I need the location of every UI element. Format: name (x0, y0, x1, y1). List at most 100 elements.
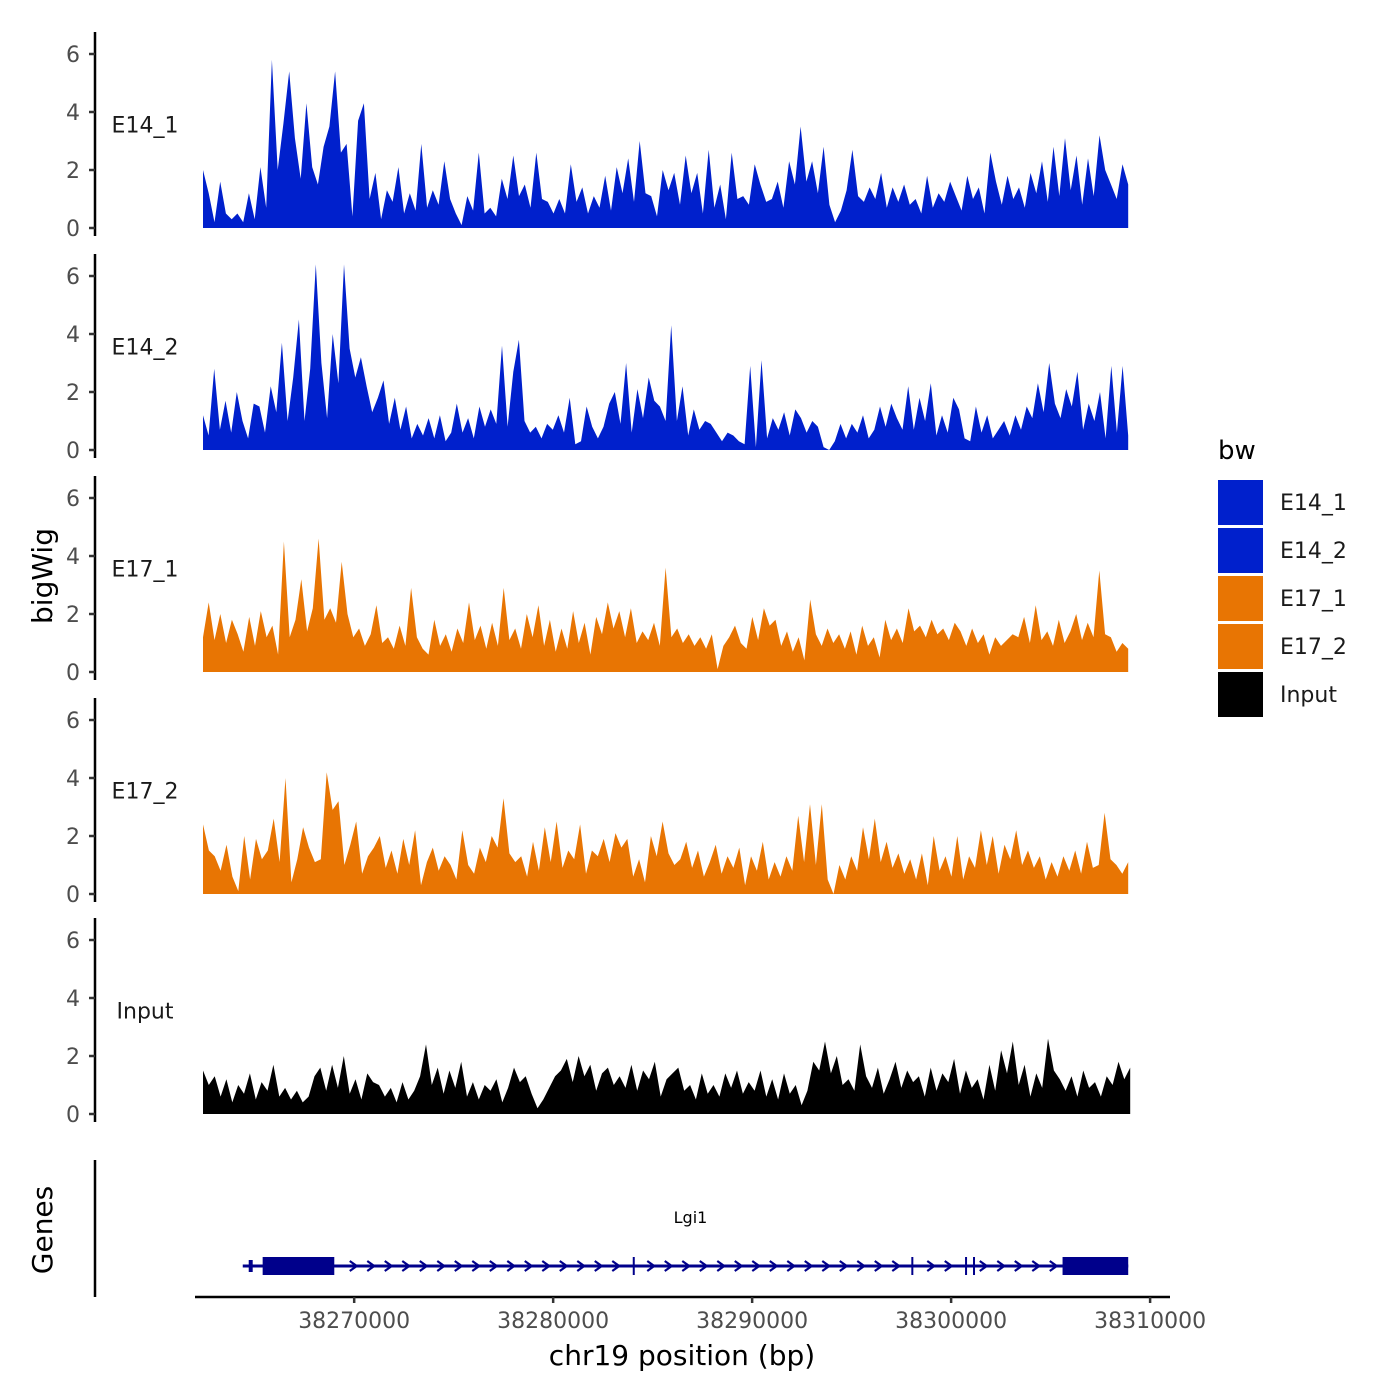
track-input: 0 2 4 6 Input (66, 918, 1131, 1128)
strand-arrow (699, 1260, 709, 1272)
strand-arrow (436, 1260, 447, 1272)
strand-arrow (821, 1260, 832, 1272)
strand-arrow (681, 1260, 692, 1272)
legend-label-e17-1: E17_1 (1280, 587, 1347, 612)
strand-arrow (489, 1260, 499, 1272)
strand-arrow (751, 1260, 762, 1272)
legend-swatch-e17-1 (1218, 576, 1263, 621)
track-e17-1: 0 2 4 6 E17_1 (66, 476, 1129, 686)
y-tick-label-e14-2-4: 4 (66, 323, 80, 348)
exon-6 (973, 1257, 976, 1275)
legend-label-e14-1: E14_1 (1280, 491, 1347, 516)
legend-swatch-e14-1 (1218, 480, 1263, 525)
strand-arrow (594, 1260, 604, 1272)
strand-arrow (419, 1260, 429, 1272)
x-axis: 38270000 38280000 38290000 38300000 38310000 (195, 1295, 1206, 1334)
gene-name-label: Lgi1 (674, 1208, 708, 1227)
strand-arrow (716, 1260, 727, 1272)
track-area-e14-1 (203, 59, 1129, 228)
legend-title: bw (1218, 436, 1256, 466)
strand-arrow (926, 1260, 937, 1272)
legend-swatch-input (1218, 672, 1263, 717)
y-tick-label-e14-2-2: 2 (66, 381, 80, 406)
x-tick-label-38300000: 38300000 (895, 1309, 1007, 1334)
legend-label-e17-2: E17_2 (1280, 635, 1347, 660)
strand-arrow (874, 1260, 884, 1272)
strand-arrow (454, 1260, 464, 1272)
y-tick-label-e17-1-2: 2 (66, 603, 80, 628)
track-e14-1: 0 2 4 6 E14_1 (66, 32, 1129, 242)
strand-arrow (559, 1260, 569, 1272)
y-axis-title: bigWig (26, 528, 59, 624)
y-tick-label-input-6: 6 (66, 929, 80, 954)
y-tick-label-e14-1-6: 6 (66, 43, 80, 68)
strand-arrow (944, 1260, 954, 1272)
legend-label-e14-2: E14_2 (1280, 539, 1347, 564)
strand-arrow (804, 1260, 814, 1272)
strand-arrow (646, 1260, 657, 1272)
y-tick-label-e14-1-2: 2 (66, 159, 80, 184)
legend-swatch-e17-2 (1218, 624, 1263, 669)
strand-arrow (664, 1260, 674, 1272)
strand-arrow (769, 1260, 779, 1272)
strand-arrow (541, 1260, 552, 1272)
strand-arrow (506, 1260, 517, 1272)
track-label-e17-1: E17_1 (112, 557, 179, 582)
y-tick-label-e14-2-6: 6 (66, 265, 80, 290)
strand-arrow (786, 1260, 797, 1272)
strand-arrow (734, 1260, 744, 1272)
x-tick-label-38280000: 38280000 (497, 1309, 609, 1334)
track-area-input (203, 1038, 1131, 1114)
exon-2 (262, 1257, 335, 1275)
strand-arrow (839, 1260, 849, 1272)
strand-arrow (349, 1260, 359, 1272)
legend: bw E14_1 E14_2 E17_1 E17_2 Input (1218, 436, 1347, 717)
gene-panel-title: Genes (26, 1186, 59, 1274)
y-tick-label-e17-1-4: 4 (66, 545, 80, 570)
strand-arrow (384, 1260, 394, 1272)
y-tick-label-e17-1-6: 6 (66, 487, 80, 512)
y-tick-label-e17-2-4: 4 (66, 767, 80, 792)
signal-tracks: 0 2 4 6 E14_1 0 2 4 6 E14_2 0 2 4 6 E17_1 0 2 4 6 E17_2 0 2 4 6… (66, 32, 1131, 1128)
y-tick-label-e14-1-4: 4 (66, 101, 80, 126)
strand-arrow (1031, 1260, 1042, 1272)
strand-arrow (996, 1260, 1007, 1272)
legend-label-input: Input (1280, 683, 1337, 708)
strand-arrow (1049, 1260, 1059, 1272)
strand-arrow (1014, 1260, 1024, 1272)
track-area-e14-2 (203, 264, 1129, 450)
exon-1 (248, 1260, 253, 1272)
x-tick-label-38270000: 38270000 (298, 1309, 410, 1334)
exon-5 (965, 1257, 968, 1275)
legend-swatch-e14-2 (1218, 528, 1263, 573)
x-tick-label-38310000: 38310000 (1094, 1309, 1206, 1334)
y-tick-label-e14-2-0: 0 (66, 439, 80, 464)
track-e17-2: 0 2 4 6 E17_2 (66, 698, 1129, 908)
track-area-e17-1 (203, 538, 1129, 672)
x-tick-label-38290000: 38290000 (696, 1309, 808, 1334)
y-tick-label-e14-1-0: 0 (66, 217, 80, 242)
strand-arrow (611, 1260, 622, 1272)
track-label-e17-2: E17_2 (112, 779, 179, 804)
track-e14-2: 0 2 4 6 E14_2 (66, 254, 1129, 464)
y-tick-label-e17-2-6: 6 (66, 709, 80, 734)
gene-annotation-panel: Lgi1 (93, 1160, 1129, 1297)
exon-7 (1062, 1257, 1129, 1275)
track-label-e14-1: E14_1 (112, 113, 179, 138)
strand-arrow (856, 1260, 867, 1272)
strand-arrow (471, 1260, 482, 1272)
y-tick-label-e17-1-0: 0 (66, 661, 80, 686)
y-tick-label-e17-2-2: 2 (66, 825, 80, 850)
strand-arrow (979, 1260, 989, 1272)
track-label-e14-2: E14_2 (112, 335, 179, 360)
x-axis-title: chr19 position (bp) (549, 1339, 815, 1372)
strand-arrow (401, 1260, 412, 1272)
y-tick-label-input-0: 0 (66, 1103, 80, 1128)
strand-arrow (891, 1260, 902, 1272)
exon-3 (632, 1257, 635, 1275)
strand-arrow (524, 1260, 534, 1272)
track-area-e17-2 (203, 772, 1129, 894)
track-label-input: Input (117, 999, 174, 1024)
